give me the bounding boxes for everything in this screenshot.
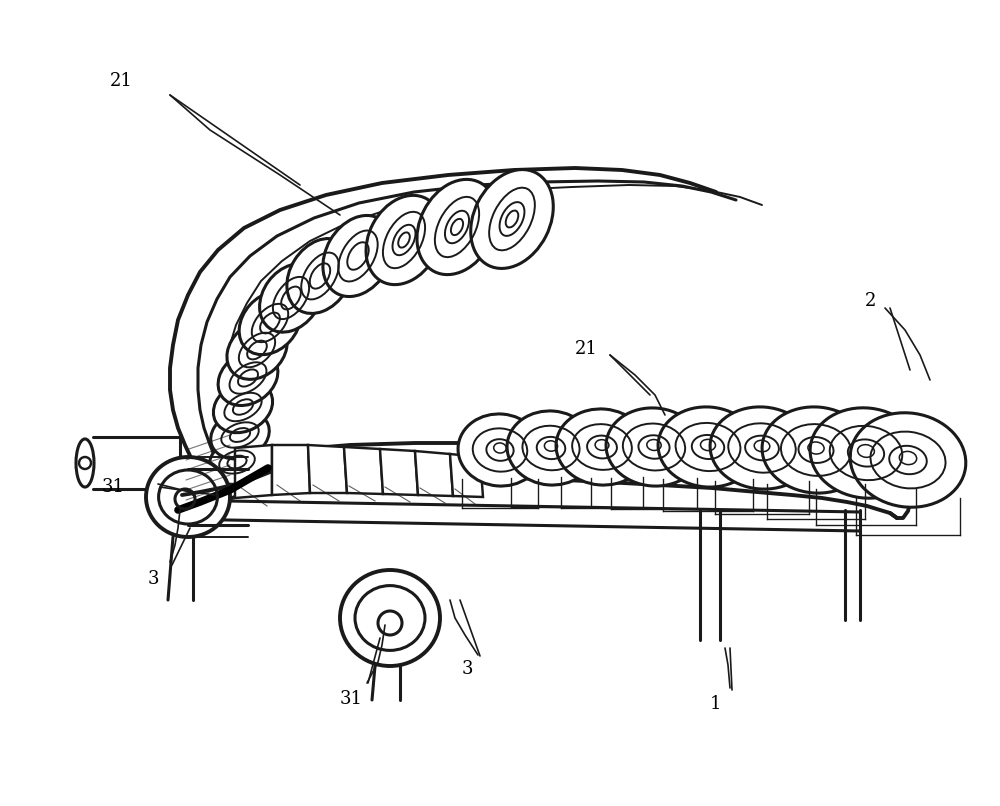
Ellipse shape [260, 264, 322, 332]
Ellipse shape [606, 408, 702, 486]
Text: 21: 21 [575, 340, 598, 358]
Ellipse shape [850, 413, 966, 507]
Ellipse shape [287, 239, 353, 314]
Ellipse shape [658, 407, 758, 487]
Text: 31: 31 [340, 690, 363, 708]
Text: 2: 2 [865, 292, 876, 310]
Text: 3: 3 [462, 660, 474, 678]
Ellipse shape [239, 291, 301, 355]
Polygon shape [450, 454, 483, 497]
Ellipse shape [458, 414, 542, 486]
Polygon shape [308, 445, 347, 493]
Polygon shape [415, 451, 453, 496]
Ellipse shape [340, 570, 440, 666]
Ellipse shape [218, 351, 278, 405]
Polygon shape [272, 445, 310, 495]
Ellipse shape [323, 215, 393, 297]
Ellipse shape [227, 321, 287, 380]
Polygon shape [235, 445, 272, 498]
Ellipse shape [471, 169, 553, 268]
Ellipse shape [146, 457, 230, 537]
Ellipse shape [710, 407, 814, 489]
Polygon shape [344, 447, 383, 494]
Ellipse shape [507, 411, 595, 485]
Ellipse shape [810, 408, 922, 498]
Ellipse shape [417, 180, 497, 275]
Ellipse shape [556, 409, 648, 485]
Text: 1: 1 [710, 695, 722, 713]
Text: 3: 3 [148, 570, 160, 588]
Polygon shape [380, 449, 418, 495]
Ellipse shape [209, 439, 265, 484]
Ellipse shape [366, 195, 442, 285]
Ellipse shape [762, 407, 870, 493]
Ellipse shape [213, 381, 273, 433]
Text: 31: 31 [102, 478, 125, 496]
Ellipse shape [211, 411, 269, 459]
Text: 21: 21 [110, 72, 133, 90]
